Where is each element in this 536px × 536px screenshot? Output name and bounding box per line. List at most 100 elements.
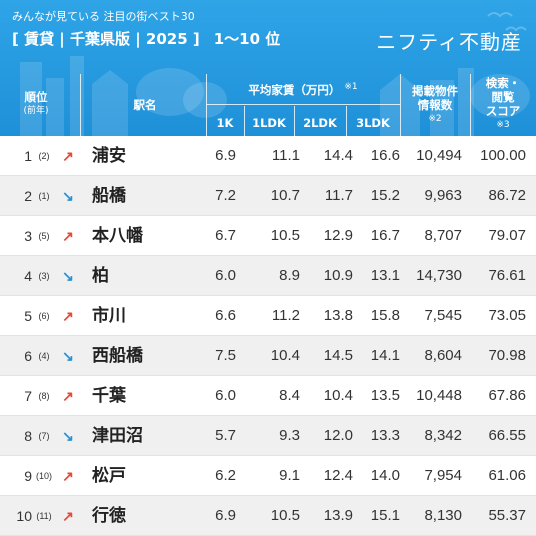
col-rank-sub: (前年) bbox=[23, 106, 49, 116]
station-name: 船橋 bbox=[92, 186, 126, 206]
rent-1ldk: 8.9 bbox=[279, 267, 300, 284]
station-name: 市川 bbox=[92, 306, 126, 326]
rent-1ldk: 8.4 bbox=[279, 387, 300, 404]
header-divider bbox=[400, 74, 401, 136]
rent-group-note: ※1 bbox=[344, 82, 358, 92]
rent-1k: 5.7 bbox=[215, 427, 236, 444]
listing-count: 8,604 bbox=[424, 347, 462, 364]
trend-up-icon: ↗ bbox=[62, 308, 74, 324]
table-row: 8 (7) ↘ 津田沼 5.7 9.3 12.0 13.3 8,342 66.5… bbox=[0, 416, 536, 456]
rent-2ldk: 13.9 bbox=[323, 507, 353, 524]
previous-rank: (10) bbox=[35, 471, 52, 481]
rank-number: 4 bbox=[24, 268, 32, 284]
station-name: 千葉 bbox=[92, 386, 126, 406]
table-row: 9 (10) ↗ 松戸 6.2 9.1 12.4 14.0 7,954 61.0… bbox=[0, 456, 536, 496]
station-name: 行徳 bbox=[92, 506, 126, 526]
header-divider bbox=[80, 74, 81, 136]
rank-number: 10 bbox=[16, 508, 32, 524]
rent-2ldk: 13.8 bbox=[323, 307, 353, 324]
rent-3ldk: 16.7 bbox=[370, 227, 400, 244]
rent-1k: 6.0 bbox=[215, 267, 236, 284]
rent-1ldk: 9.3 bbox=[279, 427, 300, 444]
title-category: [ 賃貸 | 千葉県版 | 2025 ] bbox=[12, 30, 200, 48]
rent-1ldk: 10.5 bbox=[270, 227, 300, 244]
score-label-1: 検索・ bbox=[485, 76, 521, 90]
listing-count: 8,130 bbox=[424, 507, 462, 524]
previous-rank: (1) bbox=[38, 191, 50, 201]
rent-1ldk: 9.1 bbox=[279, 467, 300, 484]
previous-rank: (4) bbox=[38, 351, 50, 361]
col-rank-label: 順位 bbox=[24, 90, 48, 104]
rent-1k: 7.2 bbox=[215, 187, 236, 204]
trend-up-icon: ↗ bbox=[62, 468, 74, 484]
station-name: 津田沼 bbox=[92, 426, 143, 446]
header-title: [ 賃貸 | 千葉県版 | 2025 ] 1〜10 位 bbox=[12, 28, 280, 49]
listing-count: 14,730 bbox=[416, 267, 462, 284]
listings-note: ※2 bbox=[428, 114, 442, 124]
col-rent-1k: 1K bbox=[216, 116, 234, 130]
col-rent-2ldk: 2LDK bbox=[303, 116, 337, 130]
rent-2ldk: 12.4 bbox=[323, 467, 353, 484]
listings-label-2: 情報数 bbox=[417, 98, 453, 112]
rent-2ldk: 14.4 bbox=[323, 147, 353, 164]
rent-2ldk: 12.0 bbox=[323, 427, 353, 444]
rent-1ldk: 10.4 bbox=[270, 347, 300, 364]
score-note: ※3 bbox=[496, 120, 510, 130]
previous-rank: (6) bbox=[38, 311, 50, 321]
rent-2ldk: 12.9 bbox=[323, 227, 353, 244]
search-score: 70.98 bbox=[488, 347, 526, 364]
col-rent-1ldk: 1LDK bbox=[252, 116, 286, 130]
rent-3ldk: 16.6 bbox=[370, 147, 400, 164]
table-row: 2 (1) ↘ 船橋 7.2 10.7 11.7 15.2 9,963 86.7… bbox=[0, 176, 536, 216]
rent-1k: 6.6 bbox=[215, 307, 236, 324]
rent-3ldk: 13.1 bbox=[370, 267, 400, 284]
rank-number: 9 bbox=[24, 468, 32, 484]
table-row: 3 (5) ↗ 本八幡 6.7 10.5 12.9 16.7 8,707 79.… bbox=[0, 216, 536, 256]
rank-number: 3 bbox=[24, 228, 32, 244]
rent-1ldk: 10.7 bbox=[270, 187, 300, 204]
station-name: 浦安 bbox=[92, 146, 126, 166]
rank-number: 6 bbox=[24, 348, 32, 364]
trend-up-icon: ↗ bbox=[62, 388, 74, 404]
search-score: 73.05 bbox=[488, 307, 526, 324]
rent-2ldk: 10.9 bbox=[323, 267, 353, 284]
previous-rank: (8) bbox=[38, 391, 50, 401]
table-row: 10 (11) ↗ 行徳 6.9 10.5 13.9 15.1 8,130 55… bbox=[0, 496, 536, 536]
trend-down-icon: ↘ bbox=[62, 428, 74, 444]
rank-number: 7 bbox=[24, 388, 32, 404]
rent-2ldk: 10.4 bbox=[323, 387, 353, 404]
previous-rank: (11) bbox=[36, 511, 52, 521]
previous-rank: (2) bbox=[38, 151, 50, 161]
col-station-header: 駅名 bbox=[133, 98, 157, 112]
col-rank-header: 順位 (前年) bbox=[6, 90, 66, 118]
table-row: 6 (4) ↘ 西船橋 7.5 10.4 14.5 14.1 8,604 70.… bbox=[0, 336, 536, 376]
rent-1ldk: 11.1 bbox=[271, 147, 300, 164]
score-label-3: スコア bbox=[485, 104, 521, 118]
trend-down-icon: ↘ bbox=[62, 348, 74, 364]
brand-logo-text: ニフティ不動産 bbox=[376, 30, 522, 54]
trend-down-icon: ↘ bbox=[62, 268, 74, 284]
search-score: 67.86 bbox=[488, 387, 526, 404]
header-divider bbox=[206, 74, 207, 136]
previous-rank: (5) bbox=[38, 231, 50, 241]
header-divider bbox=[470, 74, 471, 136]
previous-rank: (7) bbox=[38, 431, 50, 441]
ranking-table: 1 (2) ↗ 浦安 6.9 11.1 14.4 16.6 10,494 100… bbox=[0, 136, 536, 536]
table-row: 4 (3) ↘ 柏 6.0 8.9 10.9 13.1 14,730 76.61 bbox=[0, 256, 536, 296]
header-divider bbox=[346, 106, 347, 136]
listing-count: 7,545 bbox=[424, 307, 462, 324]
listing-count: 10,448 bbox=[416, 387, 462, 404]
rank-number: 5 bbox=[24, 308, 32, 324]
rent-1k: 6.7 bbox=[215, 227, 236, 244]
rank-number: 1 bbox=[24, 148, 32, 164]
header-subtitle: みんなが見ている 注目の街ベスト30 bbox=[12, 10, 195, 23]
col-rent-3ldk: 3LDK bbox=[356, 116, 390, 130]
rank-number: 8 bbox=[24, 428, 32, 444]
listing-count: 10,494 bbox=[416, 147, 462, 164]
table-row: 1 (2) ↗ 浦安 6.9 11.1 14.4 16.6 10,494 100… bbox=[0, 136, 536, 176]
station-name: 松戸 bbox=[92, 466, 126, 486]
rent-3ldk: 15.8 bbox=[370, 307, 400, 324]
table-row: 7 (8) ↗ 千葉 6.0 8.4 10.4 13.5 10,448 67.8… bbox=[0, 376, 536, 416]
col-score-header: 検索・ 閲覧 スコア ※3 bbox=[470, 76, 536, 132]
search-score: 66.55 bbox=[488, 427, 526, 444]
